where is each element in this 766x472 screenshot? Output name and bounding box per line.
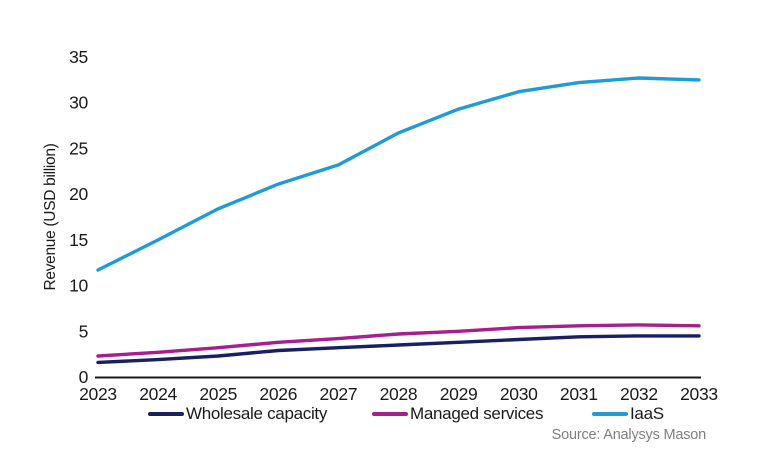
legend-swatch-iaas [592,412,628,416]
source-note: Source: Analysys Mason [551,427,707,443]
y-tick-label: 5 [79,321,88,341]
legend-swatch-managed-services [372,412,408,416]
y-tick-label: 25 [69,138,88,158]
x-tick-label: 2023 [79,384,117,404]
y-tick-label: 0 [79,367,89,387]
x-tick-label: 2025 [199,384,237,404]
legend-item-managed-services: Managed services [372,404,543,424]
x-tick-label: 2028 [380,384,418,404]
x-tick-label: 2027 [320,384,358,404]
series-line-wholesale-capacity [96,334,701,365]
y-tick-label: 35 [69,47,88,67]
legend-label-managed-services: Managed services [410,404,544,423]
y-tick-label: 20 [69,184,88,204]
x-tick-label: 2026 [259,384,297,404]
x-tick-label: 2031 [560,384,598,404]
legend-item-iaas: IaaS [592,404,664,424]
x-tick-label: 2024 [139,384,177,404]
legend-item-wholesale-capacity: Wholesale capacity [148,404,327,424]
x-tick-label: 2030 [500,384,538,404]
legend-swatch-wholesale-capacity [148,412,184,416]
y-tick-label: 30 [69,93,88,113]
chart-legend: Wholesale capacity Managed services IaaS [0,404,766,426]
legend-label-wholesale-capacity: Wholesale capacity [186,404,328,423]
legend-label-iaas: IaaS [630,404,664,423]
y-tick-label: 10 [69,276,88,296]
y-tick-label: 15 [69,230,88,250]
x-tick-label: 2029 [440,384,478,404]
series-line-iaas [96,76,701,272]
x-tick-label: 2033 [680,384,718,404]
y-axis-title: Revenue (USD billion) [42,143,59,290]
x-tick-label: 2032 [620,384,658,404]
series-line-managed-services [96,323,701,358]
